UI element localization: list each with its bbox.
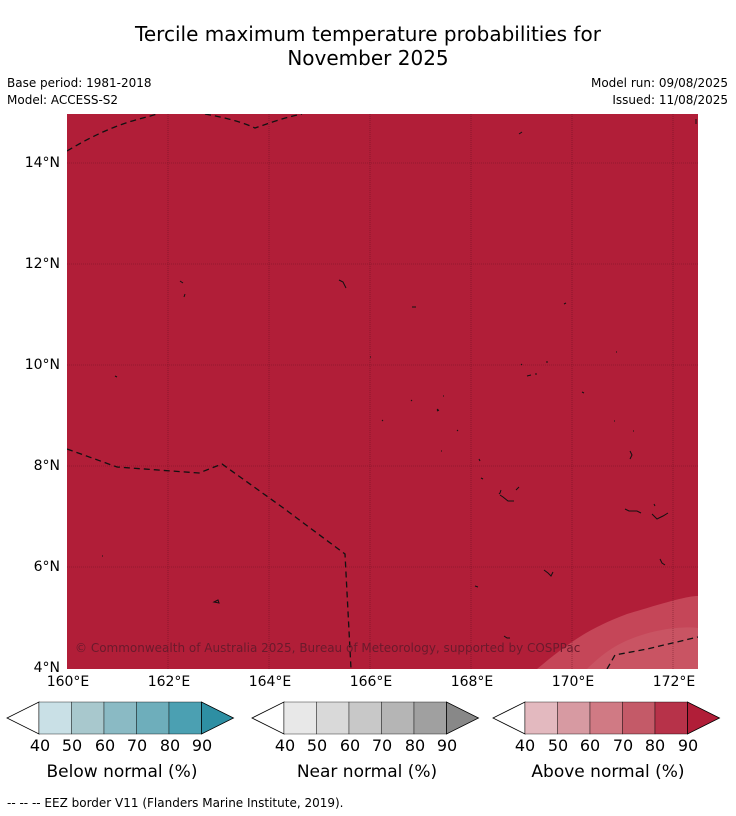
lat-label: 10°N [24, 357, 60, 373]
tick-label: 40 [29, 736, 51, 755]
graticule [67, 114, 698, 669]
meta-left: Base period: 1981-2018 Model: ACCESS-S2 [7, 75, 152, 109]
tick-label: 80 [644, 736, 666, 755]
tick-label: 50 [61, 736, 83, 755]
eez-borders [67, 114, 698, 669]
model-text: Model: ACCESS-S2 [7, 93, 119, 107]
title-line-2: November 2025 [287, 46, 449, 70]
tick-label: 90 [436, 736, 458, 755]
islands [102, 119, 697, 639]
colorbar-extend-low [251, 701, 285, 735]
colorbar-segment [524, 701, 558, 735]
lat-label: 12°N [24, 256, 60, 272]
lon-label: 160°E [46, 674, 90, 690]
lon-label: 164°E [248, 674, 292, 690]
tick-label: 40 [274, 736, 296, 755]
tick-label: 70 [612, 736, 634, 755]
lat-label: 4°N [33, 660, 60, 676]
near-normal-colorbar [251, 701, 480, 735]
above-normal-title: Above normal (%) [531, 762, 685, 782]
tick-label: 90 [677, 736, 699, 755]
issued-text: Issued: 11/08/2025 [612, 93, 728, 107]
tick-label: 60 [94, 736, 116, 755]
tick-label: 70 [371, 736, 393, 755]
tick-label: 50 [547, 736, 569, 755]
map-title: Tercile maximum temperature probabilitie… [0, 22, 736, 70]
copyright-text: © Commonwealth of Australia 2025, Bureau… [75, 641, 581, 655]
colorbar-segment [622, 701, 656, 735]
colorbar-segment [316, 701, 350, 735]
title-line-1: Tercile maximum temperature probabilitie… [135, 22, 601, 46]
colorbar-extend-high [446, 701, 480, 735]
colorbar-segment [283, 701, 317, 735]
lon-label: 166°E [349, 674, 393, 690]
tick-label: 70 [126, 736, 148, 755]
tick-label: 90 [191, 736, 213, 755]
lat-label: 14°N [24, 155, 60, 171]
tick-label: 60 [579, 736, 601, 755]
colorbar-segment [557, 701, 591, 735]
lon-label: 162°E [147, 674, 191, 690]
colorbar-segment [71, 701, 105, 735]
below-normal-colorbar [6, 701, 235, 735]
tick-label: 80 [159, 736, 181, 755]
tick-label: 40 [514, 736, 536, 755]
probability-map [67, 114, 698, 669]
lon-label: 168°E [450, 674, 494, 690]
colorbar-extend-high [201, 701, 235, 735]
tick-label: 50 [306, 736, 328, 755]
colorbar-extend-low [6, 701, 40, 735]
tick-label: 60 [339, 736, 361, 755]
colorbar-extend-low [492, 701, 526, 735]
below-normal-title: Below normal (%) [46, 762, 198, 782]
eez-footnote: -- -- -- EEZ border V11 (Flanders Marine… [7, 796, 344, 810]
meta-right: Model run: 09/08/2025 Issued: 11/08/2025 [591, 75, 728, 109]
colorbar-segment [103, 701, 137, 735]
tick-label: 80 [404, 736, 426, 755]
colorbar-segment [413, 701, 447, 735]
colorbar-segment [136, 701, 170, 735]
near-normal-title: Near normal (%) [296, 762, 438, 782]
colorbar-segment [381, 701, 415, 735]
lon-label: 170°E [551, 674, 595, 690]
lon-label: 172°E [652, 674, 696, 690]
colorbar-segment [348, 701, 382, 735]
lat-label: 6°N [33, 559, 60, 575]
model-run-text: Model run: 09/08/2025 [590, 76, 728, 90]
lat-label: 8°N [33, 458, 60, 474]
colorbar-segment [589, 701, 623, 735]
lighter-region-inner [587, 627, 698, 669]
colorbar-extend-high [687, 701, 721, 735]
colorbar-segment [654, 701, 688, 735]
map-background [67, 114, 698, 669]
base-period-text: Base period: 1981-2018 [7, 76, 152, 90]
colorbar-segment [38, 701, 72, 735]
colorbar-segment [168, 701, 202, 735]
above-normal-colorbar [492, 701, 721, 735]
